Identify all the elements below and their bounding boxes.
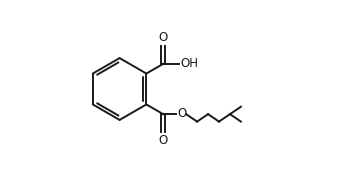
- Text: O: O: [177, 107, 187, 120]
- Text: O: O: [159, 134, 168, 147]
- Text: O: O: [159, 31, 168, 44]
- Text: OH: OH: [181, 57, 199, 70]
